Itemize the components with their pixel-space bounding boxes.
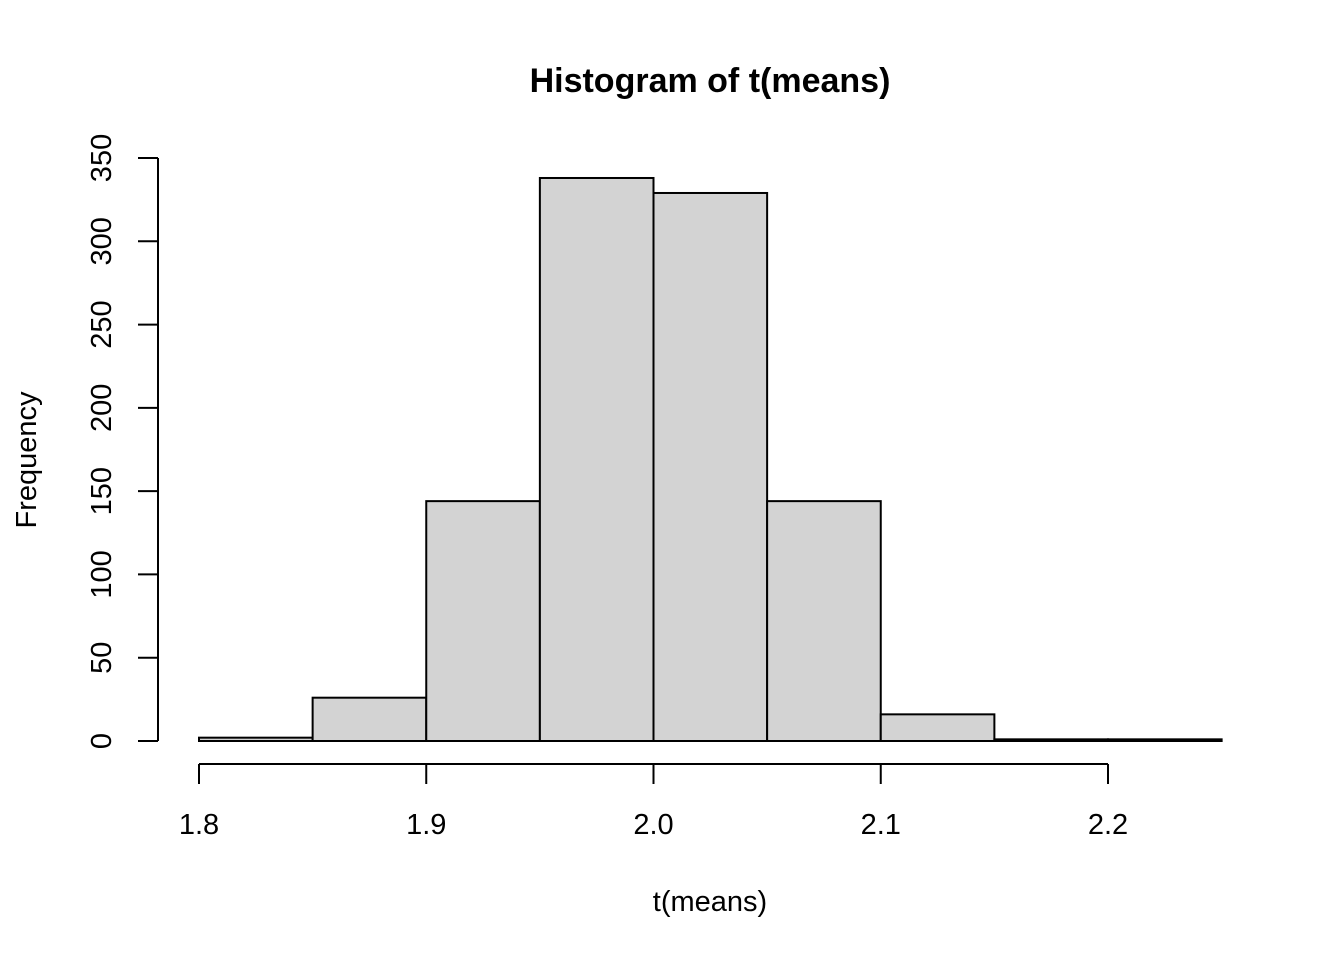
histogram-bar-3 [538, 176, 655, 742]
y-tick-label-0: 0 [86, 733, 118, 749]
histogram-bar-2 [425, 500, 541, 742]
x-tick-label-0: 1.8 [179, 809, 219, 841]
histogram-bar-8 [1107, 738, 1223, 743]
bars [198, 176, 1223, 743]
histogram-bar-0 [198, 736, 314, 743]
y-tick-label-2: 100 [86, 550, 118, 598]
x-tick-label-1: 1.9 [406, 809, 446, 841]
y-tick-label-4: 200 [86, 384, 118, 432]
x-tick-label-2: 2.0 [633, 809, 673, 841]
x-axis-label: t(means) [653, 886, 767, 918]
x-tick-label-4: 2.2 [1088, 809, 1128, 841]
x-tick-label-3: 2.1 [861, 809, 901, 841]
y-tick-label-6: 300 [86, 217, 118, 265]
y-tick-label-5: 250 [86, 300, 118, 348]
y-axis-label: Frequency [11, 391, 43, 529]
x-axis: 1.8 1.9 2.0 2.1 2.2 [179, 763, 1128, 841]
histogram-bar-6 [879, 713, 996, 742]
histogram-bar-4 [652, 191, 769, 743]
histogram-bar-5 [766, 500, 882, 742]
histogram-bar-7 [993, 738, 1109, 743]
chart-title: Histogram of t(means) [530, 62, 891, 100]
y-tick-label-7: 350 [86, 134, 118, 182]
y-tick-label-1: 50 [86, 642, 118, 674]
y-axis: 0 50 100 150 200 250 300 350 [86, 134, 159, 749]
y-tick-label-3: 150 [86, 467, 118, 515]
histogram-bar-1 [311, 696, 428, 742]
